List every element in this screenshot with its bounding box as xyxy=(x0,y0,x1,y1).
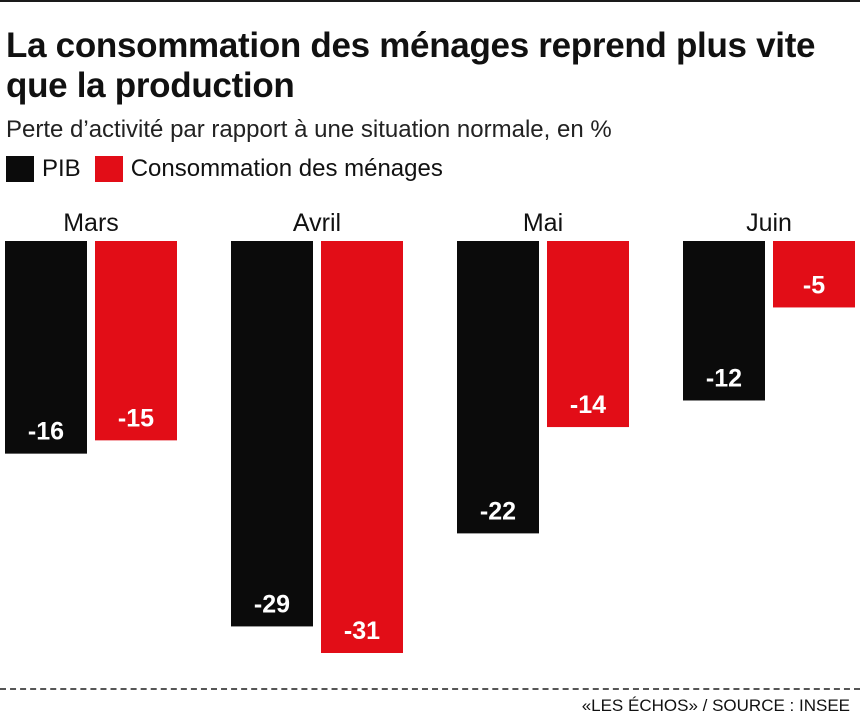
bar-consommation-des-menages-mai xyxy=(547,241,629,428)
source-credit: «LES ÉCHOS» / SOURCE : INSEE xyxy=(581,696,850,715)
legend-label-consommation: Consommation des ménages xyxy=(130,155,443,182)
category-label-juin: Juin xyxy=(746,209,792,237)
data-label-consommation-des-menages-mai: -14 xyxy=(570,391,606,419)
legend-swatch-pib xyxy=(6,156,34,182)
legend-label-pib: PIB xyxy=(42,155,81,182)
legend-item-pib: PIB xyxy=(6,155,81,183)
chart-title: La consommation des ménages reprend plus… xyxy=(6,26,816,105)
bar-chart: Mars -16 -15 Avril -29 -31 Mai -22 -14 Juin -12 -5 xyxy=(5,209,855,653)
bar-pib-avril xyxy=(231,241,313,627)
data-label-consommation-des-menages-avril: -31 xyxy=(344,617,380,645)
data-label-consommation-des-menages-mars: -15 xyxy=(118,404,154,432)
data-label-pib-juin: -12 xyxy=(706,364,742,392)
legend-item-consommation: Consommation des ménages xyxy=(94,155,443,183)
category-label-avril: Avril xyxy=(293,209,341,237)
footer-divider xyxy=(0,688,860,690)
bar-pib-mai xyxy=(457,241,539,534)
category-label-mai: Mai xyxy=(523,209,563,237)
bar-consommation-des-menages-juin xyxy=(773,241,855,308)
data-label-pib-mai: -22 xyxy=(480,497,516,525)
bar-pib-mars xyxy=(5,241,87,454)
legend-swatch-consommation xyxy=(94,156,123,182)
data-label-pib-mars: -16 xyxy=(28,418,64,446)
bar-pib-juin xyxy=(683,241,765,401)
legend: PIB Consommation des ménages xyxy=(6,154,457,184)
data-label-consommation-des-menages-juin: -5 xyxy=(803,271,825,299)
top-rule xyxy=(0,0,860,2)
bar-consommation-des-menages-mars xyxy=(95,241,177,441)
bar-consommation-des-menages-avril xyxy=(321,241,403,653)
category-label-mars: Mars xyxy=(63,209,119,237)
data-label-pib-avril: -29 xyxy=(254,590,290,618)
chart-subtitle: Perte d’activité par rapport à une situa… xyxy=(6,116,612,143)
